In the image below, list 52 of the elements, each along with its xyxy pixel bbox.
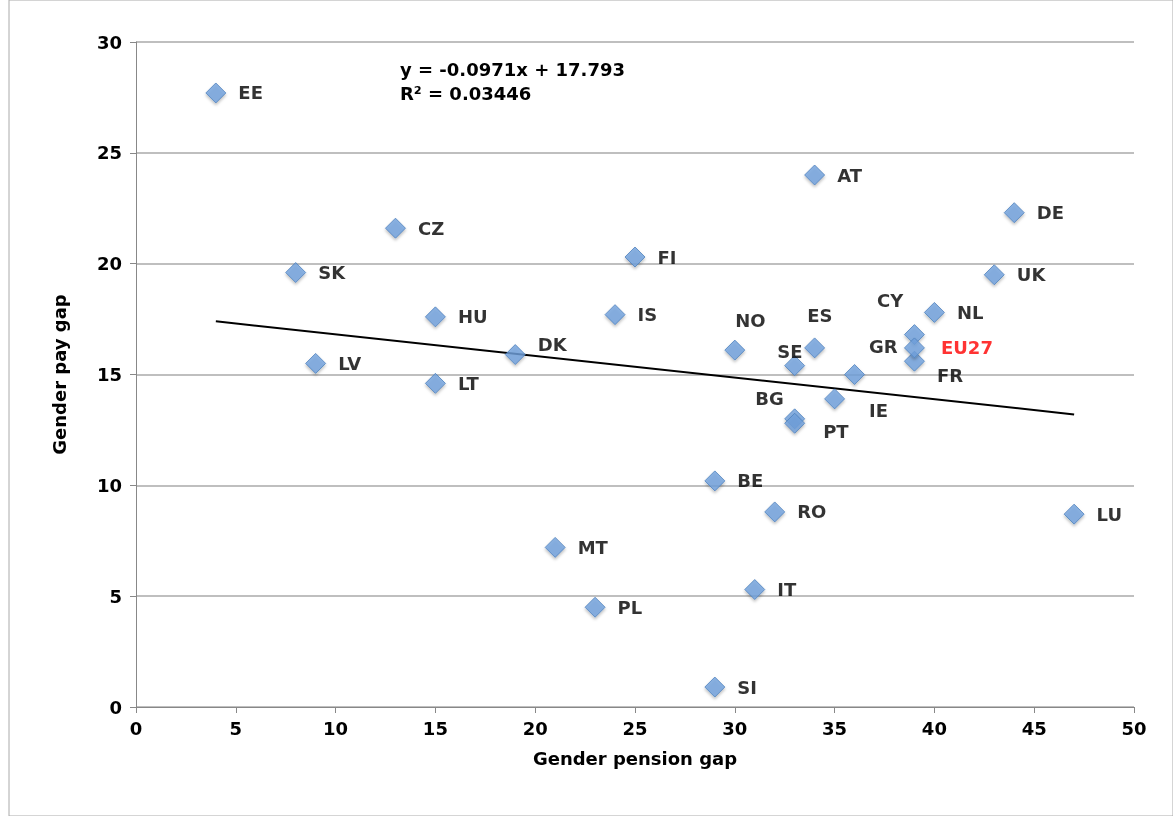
- y-tick-label: 25: [96, 142, 122, 164]
- data-label: ES: [807, 305, 833, 327]
- x-tick-label: 15: [422, 717, 448, 739]
- annotation: y = -0.0971x + 17.793: [400, 58, 625, 80]
- y-tick-label: 30: [96, 31, 122, 53]
- data-label: UK: [1016, 264, 1047, 286]
- x-tick-label: 50: [1121, 717, 1147, 739]
- data-label: DK: [537, 334, 568, 356]
- data-label: GR: [869, 336, 898, 357]
- x-tick-label: 25: [622, 717, 648, 739]
- data-label: LV: [338, 352, 362, 374]
- data-label: MT: [577, 536, 609, 558]
- x-tick-label: 40: [921, 717, 947, 739]
- data-label: IT: [777, 579, 797, 601]
- data-label: PL: [617, 596, 643, 618]
- series-label: EU27: [940, 337, 993, 359]
- y-tick-label: 15: [96, 364, 122, 385]
- y-tick-label: 10: [96, 474, 122, 496]
- data-label: CZ: [417, 217, 445, 239]
- y-axis-title: Gender pay gap: [48, 294, 70, 455]
- data-label: AT: [837, 164, 863, 186]
- annotation: R² = 0.03446: [400, 82, 532, 104]
- x-tick-label: 45: [1021, 717, 1047, 739]
- x-tick-label: 10: [323, 717, 349, 739]
- data-label: SE: [777, 341, 803, 363]
- data-label: FI: [657, 246, 677, 268]
- data-label: BG: [755, 388, 784, 410]
- x-tick-label: 30: [722, 717, 748, 739]
- x-tick-label: 0: [129, 717, 143, 739]
- data-label: FR: [936, 364, 964, 386]
- y-tick-label: 5: [109, 585, 122, 607]
- y-tick-label: 20: [96, 253, 122, 275]
- data-label: DE: [1036, 202, 1064, 224]
- x-axis-title: Gender pension gap: [532, 747, 738, 769]
- data-label: SK: [318, 262, 347, 284]
- y-tick-label: 0: [109, 696, 122, 718]
- data-label: RO: [797, 501, 827, 523]
- data-label: IE: [869, 400, 889, 422]
- x-tick-label: 20: [522, 717, 548, 739]
- data-label: SI: [737, 676, 758, 698]
- data-label: CY: [876, 290, 905, 312]
- x-tick-label: 5: [229, 717, 243, 739]
- data-label: HU: [457, 306, 488, 328]
- data-label: NO: [735, 309, 766, 331]
- data-label: BE: [737, 470, 764, 492]
- data-label: PT: [823, 420, 850, 442]
- data-label: IS: [637, 304, 658, 326]
- data-label: NL: [956, 301, 984, 323]
- data-label: EE: [238, 82, 263, 104]
- data-label: LT: [457, 372, 480, 394]
- data-label: LU: [1096, 503, 1123, 525]
- x-tick-label: 35: [822, 717, 848, 739]
